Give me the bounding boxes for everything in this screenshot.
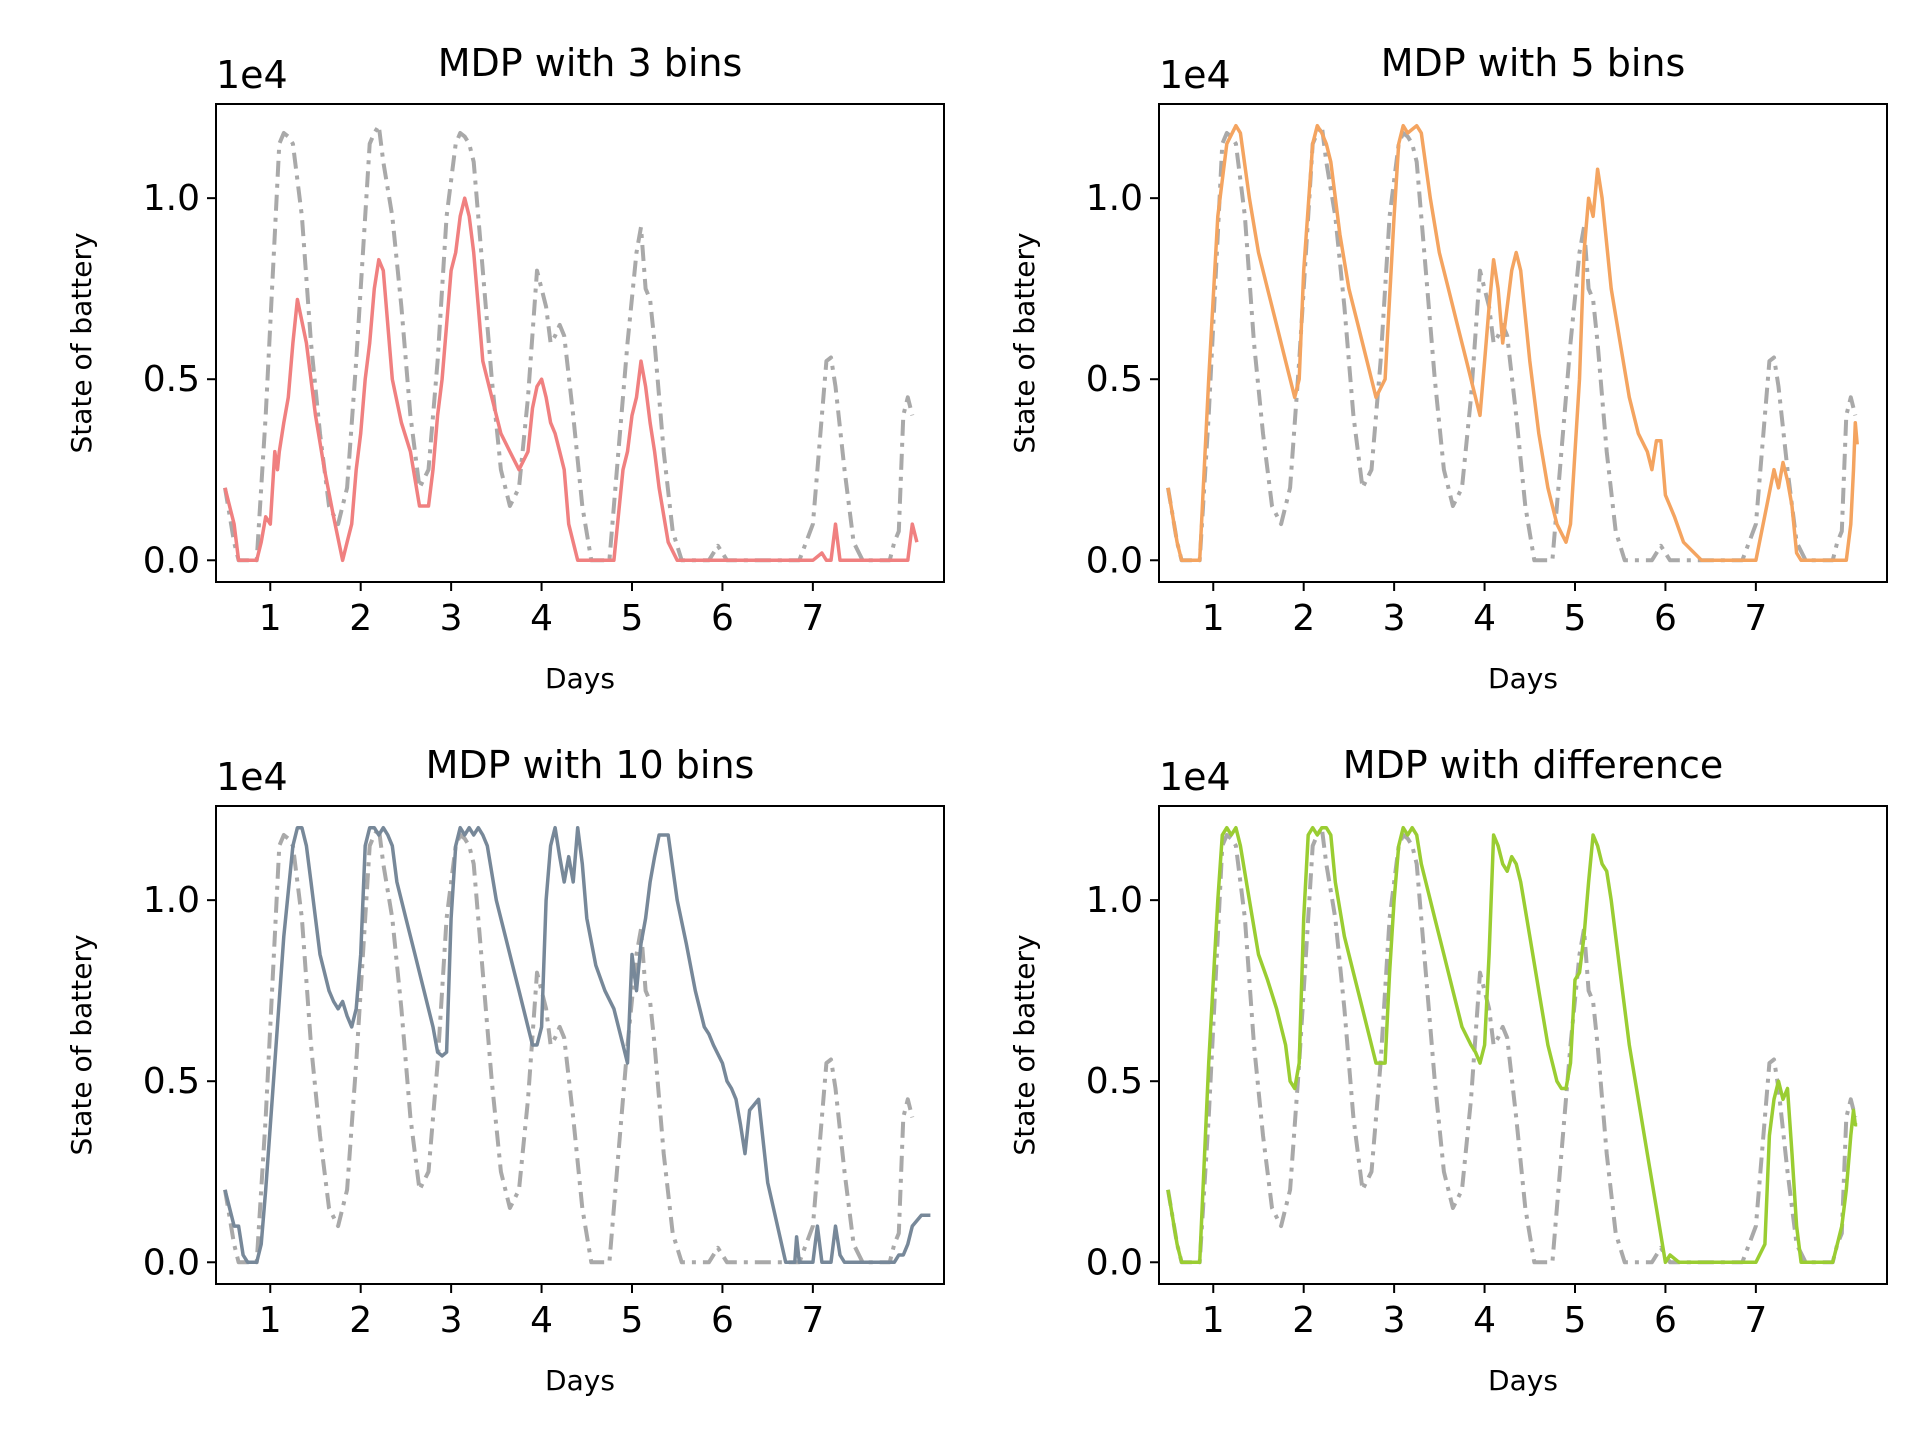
x-tick-label: 7 bbox=[1744, 1300, 1767, 1341]
subplot-1: 1 2 3 4 5 6 7 0.0 0.5 1.0 MDP with 3 bins 1e4 Days St… bbox=[65, 41, 945, 695]
y-tick-label: 0.5 bbox=[1086, 1061, 1143, 1102]
x-tick-label: 4 bbox=[530, 1300, 553, 1341]
x-tick-label: 2 bbox=[1292, 598, 1315, 639]
mdp-line bbox=[223, 196, 919, 563]
y-tick-label: 1.0 bbox=[1086, 178, 1143, 219]
mdp-line bbox=[223, 825, 931, 1265]
y-tick-label: 0.5 bbox=[143, 1061, 200, 1102]
y-tick-label: 1.0 bbox=[143, 178, 200, 219]
x-tick-label: 2 bbox=[1292, 1300, 1315, 1341]
x-tick-label: 3 bbox=[1383, 1300, 1406, 1341]
mdp-line bbox=[1166, 123, 1859, 563]
y-tick-label: 0.0 bbox=[1086, 540, 1143, 581]
series-group bbox=[1166, 123, 1859, 563]
x-tick-label: 2 bbox=[349, 598, 372, 639]
y-offset-label: 1e4 bbox=[216, 53, 288, 97]
subplot-title: MDP with 10 bins bbox=[426, 743, 755, 787]
reference-line bbox=[223, 825, 915, 1265]
x-tick-label: 3 bbox=[1383, 598, 1406, 639]
x-tick-label: 1 bbox=[259, 1300, 282, 1341]
mdp-line bbox=[1166, 825, 1858, 1265]
x-tick-label: 5 bbox=[1564, 598, 1587, 639]
subplot-title: MDP with 5 bins bbox=[1381, 41, 1686, 85]
x-axis-label: Days bbox=[1488, 662, 1558, 695]
y-axis-label: State of battery bbox=[65, 934, 98, 1155]
x-tick-label: 6 bbox=[711, 1300, 734, 1341]
y-offset-label: 1e4 bbox=[1159, 755, 1231, 799]
x-tick-label: 7 bbox=[801, 1300, 824, 1341]
axes-frame bbox=[1158, 805, 1888, 1285]
x-tick-label: 3 bbox=[440, 598, 463, 639]
y-axis-label: State of battery bbox=[1008, 934, 1041, 1155]
reference-line bbox=[223, 123, 915, 563]
x-tick-label: 4 bbox=[530, 598, 553, 639]
x-tick-label: 6 bbox=[1654, 1300, 1677, 1341]
series-group bbox=[223, 123, 919, 563]
x-axis-label: Days bbox=[1488, 1364, 1558, 1397]
axes-frame bbox=[1158, 103, 1888, 583]
x-tick-label: 4 bbox=[1473, 1300, 1496, 1341]
x-tick-label: 5 bbox=[621, 598, 644, 639]
y-tick-label: 0.5 bbox=[143, 359, 200, 400]
x-tick-label: 7 bbox=[1744, 598, 1767, 639]
x-tick-label: 5 bbox=[1564, 1300, 1587, 1341]
x-tick-label: 6 bbox=[711, 598, 734, 639]
axes-frame bbox=[215, 103, 945, 583]
y-tick-label: 0.0 bbox=[143, 1242, 200, 1283]
subplot-title: MDP with difference bbox=[1343, 743, 1724, 787]
y-tick-label: 0.0 bbox=[1086, 1242, 1143, 1283]
subplot-3: 1 2 3 4 5 6 7 0.0 0.5 1.0 MDP with 10 bins 1e4 Days S… bbox=[65, 743, 945, 1397]
subplot-2: 1 2 3 4 5 6 7 0.0 0.5 1.0 MDP with 5 bins 1e4 Days St… bbox=[1008, 41, 1888, 695]
x-tick-label: 1 bbox=[1202, 598, 1225, 639]
x-tick-label: 1 bbox=[259, 598, 282, 639]
x-tick-label: 3 bbox=[440, 1300, 463, 1341]
y-tick-label: 1.0 bbox=[1086, 880, 1143, 921]
subplot-4: 1 2 3 4 5 6 7 0.0 0.5 1.0 MDP with difference 1e4 Da… bbox=[1008, 743, 1888, 1397]
y-axis-label: State of battery bbox=[1008, 232, 1041, 453]
reference-line bbox=[1166, 825, 1858, 1265]
x-tick-label: 6 bbox=[1654, 598, 1677, 639]
x-axis-label: Days bbox=[545, 662, 615, 695]
axes-frame bbox=[215, 805, 945, 1285]
y-tick-label: 1.0 bbox=[143, 880, 200, 921]
y-tick-label: 0.0 bbox=[143, 540, 200, 581]
y-offset-label: 1e4 bbox=[216, 755, 288, 799]
subplot-title: MDP with 3 bins bbox=[438, 41, 743, 85]
x-axis-label: Days bbox=[545, 1364, 615, 1397]
x-tick-label: 7 bbox=[801, 598, 824, 639]
x-tick-label: 5 bbox=[621, 1300, 644, 1341]
y-offset-label: 1e4 bbox=[1159, 53, 1231, 97]
x-tick-label: 2 bbox=[349, 1300, 372, 1341]
x-tick-label: 4 bbox=[1473, 598, 1496, 639]
series-group bbox=[223, 825, 931, 1265]
y-axis-label: State of battery bbox=[65, 232, 98, 453]
x-tick-label: 1 bbox=[1202, 1300, 1225, 1341]
series-group bbox=[1166, 825, 1858, 1265]
y-tick-label: 0.5 bbox=[1086, 359, 1143, 400]
